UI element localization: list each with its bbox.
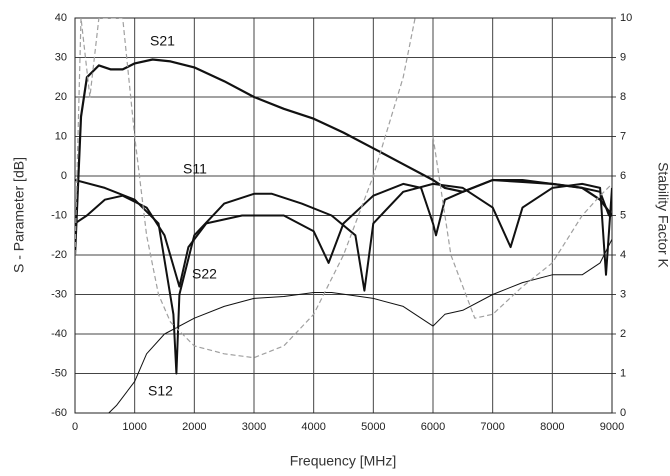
series-line [75,58,612,256]
x-tick-label: 0 [72,421,78,433]
curve-label: S12 [148,383,173,399]
y-tick-label: 20 [55,91,67,103]
x-tick-label: 1000 [122,421,146,433]
y-tick-label: 0 [61,170,67,182]
y-tick-label: -40 [51,328,67,340]
y-tick-label: -50 [51,367,67,379]
x-tick-label: 8000 [540,421,564,433]
x-tick-label: 2000 [182,421,206,433]
y2-tick-label: 3 [620,288,626,300]
y-tick-label: 30 [55,51,67,63]
curve-label: S21 [150,33,175,49]
y2-tick-label: 7 [620,130,626,142]
series-line [75,179,612,288]
series-line [75,179,612,375]
y2-tick-label: 6 [620,170,626,182]
x-axis-label: Frequency [MHz] [290,453,397,469]
y-tick-label: -10 [51,209,67,221]
y2-tick-label: 1 [620,367,626,379]
y-axis-label: S - Parameter [dB] [11,157,27,273]
y2-tick-label: 5 [620,209,626,221]
y2-tick-label: 4 [620,249,626,261]
y-tick-label: -60 [51,407,67,419]
y2-tick-label: 8 [620,91,626,103]
x-tick-label: 6000 [421,421,445,433]
x-tick-label: 4000 [301,421,325,433]
x-tick-label: 5000 [361,421,385,433]
y-tick-label: 40 [55,12,67,24]
y2-tick-label: 9 [620,51,626,63]
y2-tick-label: 0 [620,407,626,419]
x-tick-label: 7000 [480,421,504,433]
y-tick-label: -30 [51,288,67,300]
y2-tick-label: 10 [620,12,632,24]
curve-label: S11 [183,161,207,177]
series-line [108,238,612,413]
y2-axis-label: Stability Factor K [655,162,670,268]
y-tick-label: 10 [55,130,67,142]
x-tick-label: 9000 [600,421,624,433]
curve-label: S22 [192,266,217,282]
y2-tick-label: 2 [620,328,626,340]
x-tick-label: 3000 [242,421,266,433]
series-line [75,18,612,359]
y-tick-label: -20 [51,249,67,261]
